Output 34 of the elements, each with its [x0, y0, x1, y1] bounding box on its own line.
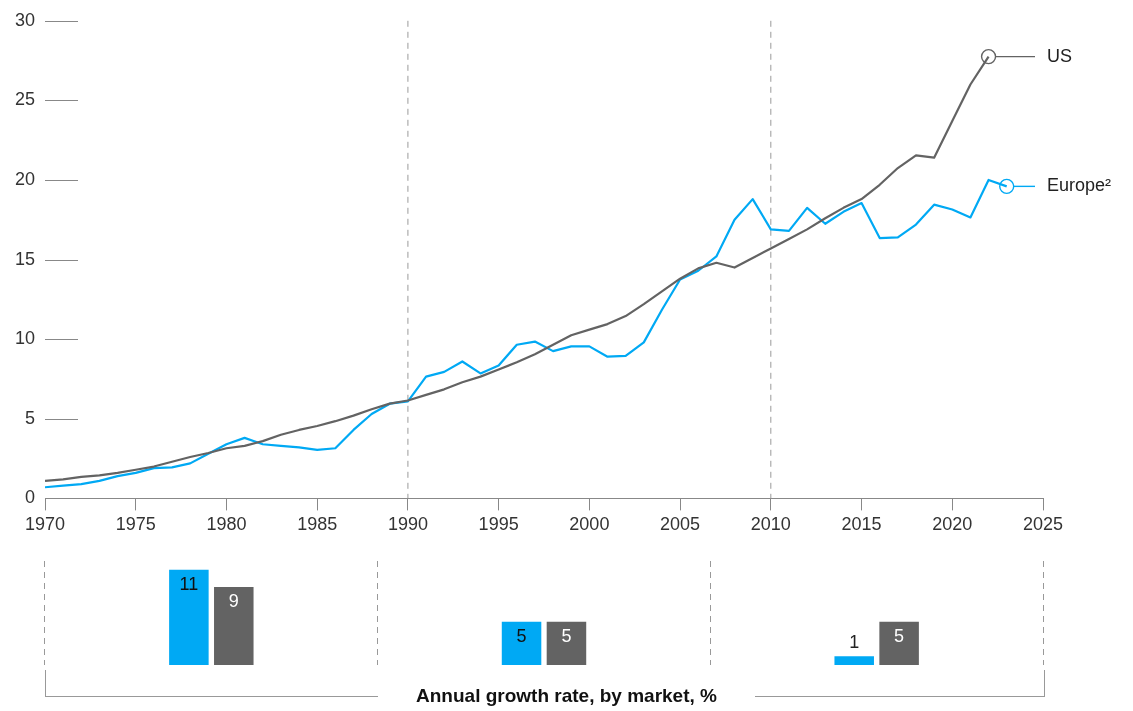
data-label: 11 [179, 573, 199, 594]
y-tick-label: 10 [14, 328, 35, 349]
x-tick-label: 1985 [297, 514, 338, 535]
data-label: 9 [228, 590, 239, 611]
data-label: 5 [894, 625, 905, 646]
y-tick-label: 15 [14, 248, 35, 269]
bar [214, 587, 254, 665]
x-tick-label: 2015 [841, 514, 882, 535]
x-tick-label: 2025 [1022, 514, 1064, 535]
x-tick-label: 1995 [478, 514, 519, 535]
bar [501, 621, 542, 665]
x-tick-label: 1980 [206, 514, 247, 535]
bar [834, 656, 874, 665]
y-tick-label: 5 [24, 407, 35, 428]
y-tick-label: 25 [14, 89, 35, 110]
y-tick-label: 0 [24, 487, 35, 508]
x-tick-label: 1990 [387, 514, 428, 535]
bar [169, 569, 209, 665]
data-label: 1 [849, 632, 860, 653]
legend-label: Europe² [1047, 175, 1112, 196]
x-axis-title: Annual growth rate, by market, % [378, 685, 755, 706]
y-tick-label: 30 [14, 9, 35, 30]
bar [879, 621, 919, 665]
x-tick-label: 2020 [932, 514, 973, 535]
bar [546, 621, 587, 665]
x-tick-label: 2000 [569, 514, 610, 535]
data-label: 5 [516, 625, 527, 646]
x-tick-label: 1970 [24, 514, 66, 535]
legend-label: US [1047, 45, 1073, 66]
x-tick-label: 1975 [115, 514, 156, 535]
data-label: 5 [561, 625, 572, 646]
x-tick-label: 2010 [750, 514, 791, 535]
x-tick-label: 2005 [660, 514, 701, 535]
y-tick-label: 20 [14, 168, 35, 189]
